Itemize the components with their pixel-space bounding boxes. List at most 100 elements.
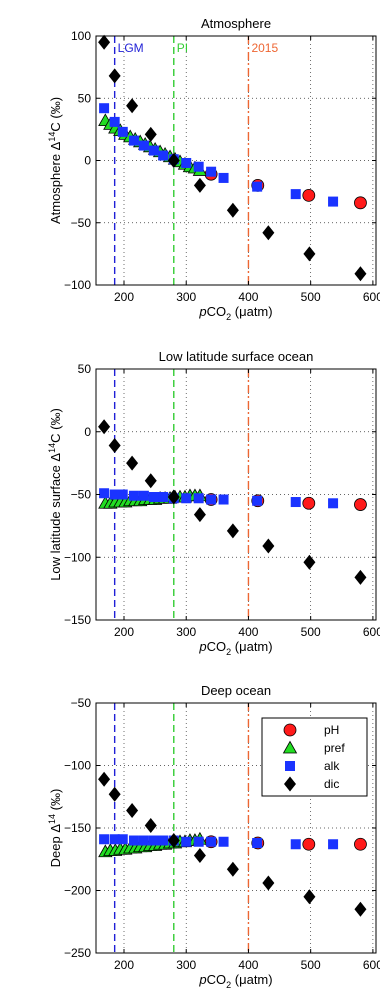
data-point-alk <box>193 493 204 504</box>
y-tick-label: −100 <box>64 278 91 292</box>
data-point-dic <box>167 153 180 168</box>
data-point-dic <box>167 489 180 505</box>
x-axis-label: pCO2 (μatm) <box>198 304 272 322</box>
data-point-dic <box>354 266 367 282</box>
data-point-alk <box>99 103 110 114</box>
x-tick-label: 200 <box>114 625 134 639</box>
x-axis-label-part: CO <box>207 304 227 319</box>
data-point-dic <box>303 889 316 905</box>
data-point-dic <box>226 861 239 877</box>
y-tick-label: −250 <box>64 946 91 960</box>
data-point-dic <box>262 225 275 241</box>
x-tick-label: 200 <box>114 958 134 972</box>
data-point-alk <box>290 189 301 200</box>
data-point-alk <box>181 493 192 504</box>
data-point-alk <box>218 836 229 847</box>
data-point-dic <box>108 786 121 802</box>
data-point-dic <box>354 569 367 585</box>
x-tick-label: 300 <box>176 290 196 304</box>
x-axis-label-part: 2 <box>226 312 231 322</box>
y-axis-label-part: C (‰) <box>48 408 63 443</box>
x-axis-label-part: CO <box>207 639 227 654</box>
x-tick-label: 600 <box>363 625 380 639</box>
y-axis-label: Low latitude surface Δ14C (‰) <box>47 408 63 581</box>
series-dic <box>98 34 367 282</box>
data-point-alk <box>252 181 263 192</box>
reference-line-label: PI <box>177 41 188 55</box>
y-tick-label: 0 <box>84 425 91 439</box>
data-point-alk <box>109 116 120 127</box>
data-point-dic <box>262 538 275 554</box>
series-alk <box>99 834 339 850</box>
y-tick-label: −200 <box>64 884 91 898</box>
data-point-alk <box>148 835 159 846</box>
data-point-alk <box>99 488 110 499</box>
data-point-alk <box>328 498 339 509</box>
data-point-alk <box>290 497 301 508</box>
legend-label: pref <box>324 741 345 755</box>
x-axis-label-part: (μatm) <box>231 304 272 319</box>
data-point-alk <box>117 834 128 845</box>
data-point-dic <box>193 177 206 193</box>
x-tick-label: 300 <box>176 625 196 639</box>
data-point-alk <box>193 836 204 847</box>
legend-label: dic <box>324 777 339 791</box>
data-point-alk <box>109 489 120 500</box>
data-point-alk <box>148 492 159 503</box>
chart-title: Atmosphere <box>201 16 271 31</box>
data-point-pH <box>354 498 367 511</box>
y-tick-label: −50 <box>71 696 92 710</box>
data-point-dic <box>108 438 121 454</box>
data-point-alk <box>128 835 139 846</box>
y-tick-label: −50 <box>71 216 92 230</box>
data-point-alk <box>109 834 120 845</box>
y-axis-label-part: 14 <box>47 132 57 142</box>
series-dic <box>98 419 367 585</box>
data-point-alk <box>328 839 339 850</box>
legend-marker-pH <box>283 723 297 737</box>
x-tick-label: 400 <box>238 958 258 972</box>
x-axis-label-part: p <box>198 639 206 654</box>
x-axis-label: pCO2 (μatm) <box>198 972 272 990</box>
data-point-alk <box>117 489 128 500</box>
chart-panel-1: LGM PI 2015 200 300 400 500 600 −100 −50 0 50 100 Atm… <box>47 16 380 322</box>
data-point-alk <box>206 166 217 177</box>
y-tick-label: 100 <box>71 29 91 43</box>
data-point-pH <box>302 188 316 202</box>
data-point-alk <box>206 836 217 847</box>
x-tick-label: 500 <box>301 958 321 972</box>
y-axis-label-part: Low latitude surface Δ <box>48 453 63 581</box>
data-point-dic <box>126 455 139 471</box>
data-point-dic <box>108 68 121 84</box>
chart-title: Low latitude surface ocean <box>159 349 314 364</box>
data-point-alk <box>138 140 149 151</box>
data-point-alk <box>148 145 159 156</box>
data-point-alk <box>158 150 169 161</box>
x-axis-label: pCO2 (μatm) <box>198 639 272 657</box>
data-point-alk <box>138 490 149 501</box>
data-point-dic <box>303 554 316 570</box>
y-axis-label-part: 14 <box>47 814 57 824</box>
data-point-alk <box>117 126 128 137</box>
x-tick-label: 500 <box>301 290 321 304</box>
data-point-dic <box>144 473 157 489</box>
data-point-alk <box>138 835 149 846</box>
y-tick-label: −150 <box>64 613 91 627</box>
x-tick-label: 400 <box>238 290 258 304</box>
data-point-alk <box>128 135 139 146</box>
data-point-alk <box>128 490 139 501</box>
data-point-alk <box>290 839 301 850</box>
legend: pH pref alk dic <box>261 717 368 797</box>
x-axis-label-part: 2 <box>226 647 231 657</box>
x-axis-label-part: 2 <box>226 980 231 990</box>
data-point-dic <box>126 98 139 114</box>
y-tick-label: 0 <box>84 154 91 168</box>
x-tick-label: 600 <box>363 290 380 304</box>
y-axis-label: Deep Δ14 (‰) <box>47 789 63 868</box>
data-point-pH <box>302 496 316 510</box>
x-tick-label: 300 <box>176 958 196 972</box>
x-axis-label-part: p <box>198 304 206 319</box>
y-axis-label-part: C (‰) <box>48 97 63 132</box>
data-point-alk <box>158 492 169 503</box>
